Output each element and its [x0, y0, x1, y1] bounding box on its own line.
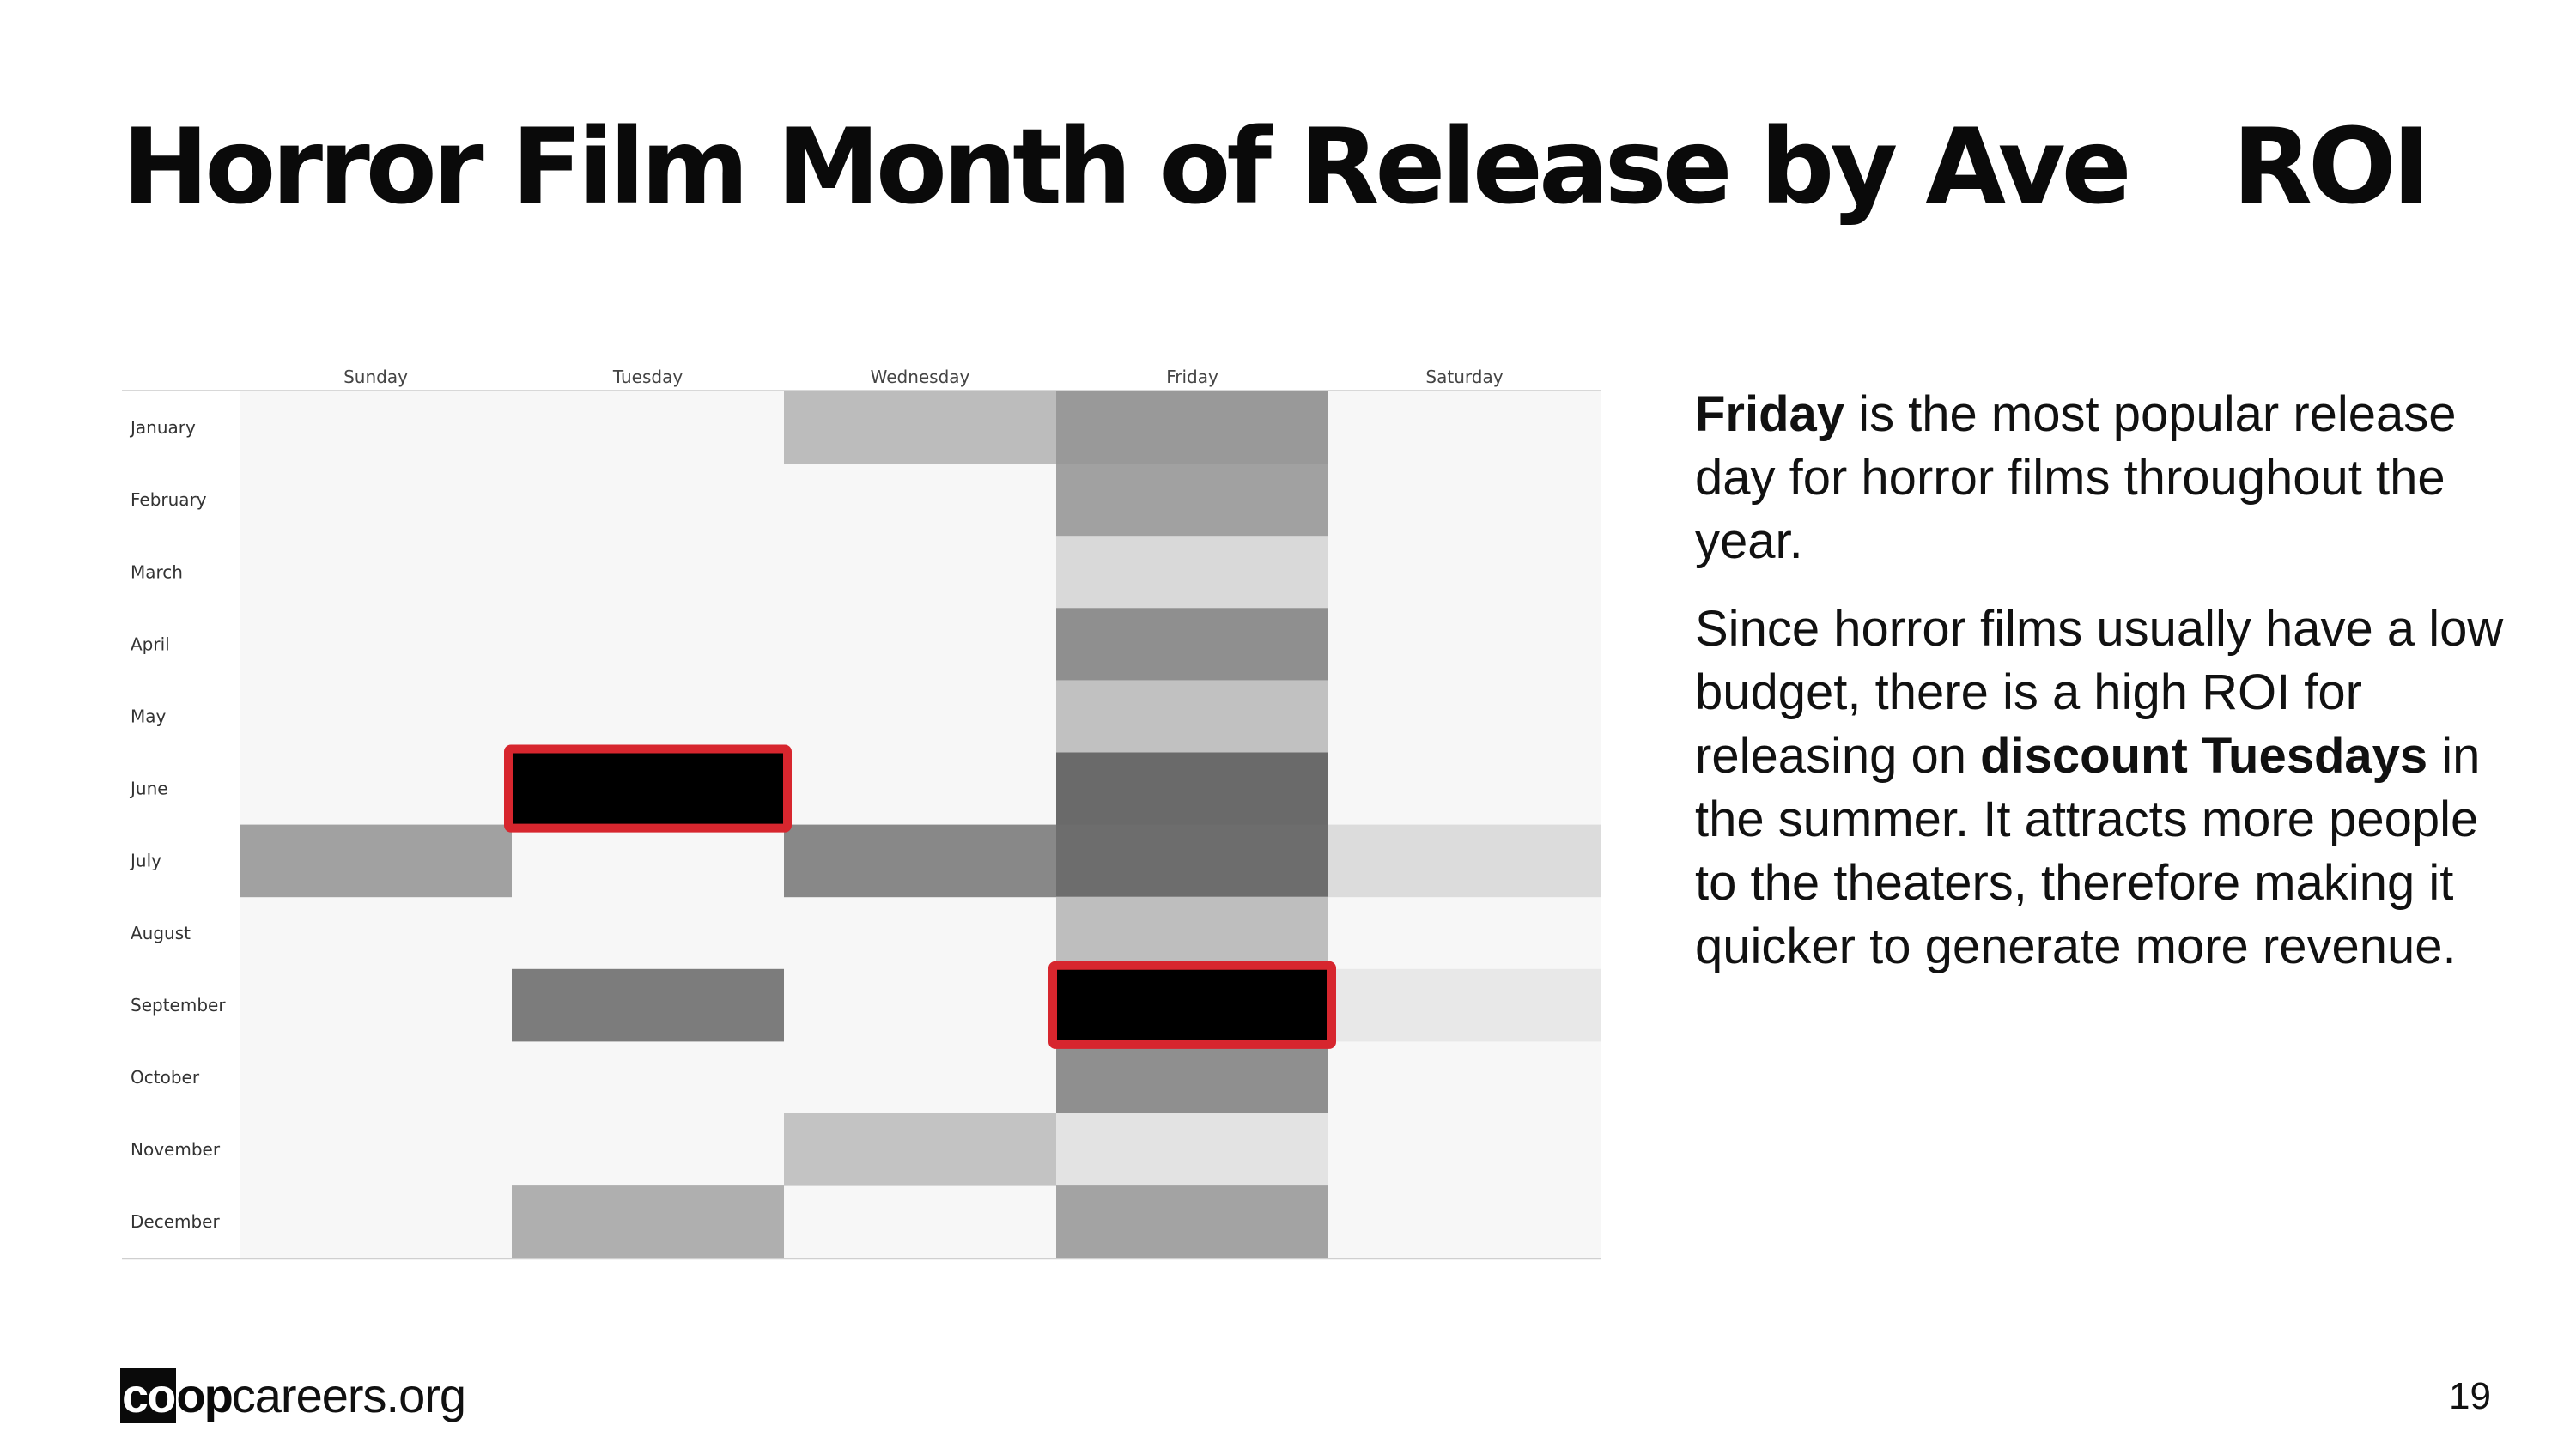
cell-june-friday [1056, 752, 1328, 826]
cell-september-friday [1056, 968, 1328, 1042]
cell-december-friday [1056, 1185, 1328, 1258]
column-label-saturday: Saturday [1425, 367, 1503, 387]
row-label-december: December [131, 1211, 220, 1232]
title-part-1: Horror Film Month of Release by Ave [122, 106, 2132, 227]
cell-july-sunday [240, 824, 512, 898]
cell-september-tuesday [512, 968, 784, 1042]
cell-october-friday [1056, 1040, 1328, 1114]
column-label-sunday: Sunday [343, 367, 408, 387]
axis-lines [122, 390, 1601, 1260]
slide-title: Horror Film Month of Release by Ave ROI [122, 105, 2431, 229]
logo-domain: careers.org [231, 1368, 466, 1422]
column-label-tuesday: Tuesday [612, 367, 683, 387]
column-label-friday: Friday [1166, 367, 1218, 387]
row-label-november: November [131, 1139, 221, 1160]
row-label-september: September [131, 995, 226, 1016]
cell-april-friday [1056, 608, 1328, 681]
coopcareers-logo: co op careers.org [120, 1368, 466, 1423]
row-label-february: February [131, 489, 207, 510]
cell-december-tuesday [512, 1185, 784, 1258]
row-label-july: July [129, 851, 161, 871]
row-label-march: March [131, 561, 183, 582]
commentary-panel: Friday is the most popular release day f… [1695, 383, 2519, 1003]
heatmap-cells [240, 391, 1601, 1258]
cell-june-tuesday [512, 752, 784, 826]
commentary-2-end: in the summer. It attracts more people t… [1695, 728, 2481, 974]
commentary-paragraph-1: Friday is the most popular release day f… [1695, 383, 2519, 573]
discount-tuesdays-emphasis: discount Tuesdays [1980, 728, 2428, 784]
row-label-january: January [129, 417, 196, 438]
cell-july-wednesday [784, 824, 1056, 898]
row-label-april: April [131, 634, 170, 654]
column-labels: Sunday Tuesday Wednesday Friday Saturday [343, 367, 1504, 387]
row-label-august: August [131, 923, 191, 943]
cell-may-friday [1056, 680, 1328, 753]
highlight-boxes [504, 744, 1336, 1049]
logo-op: op [176, 1368, 233, 1422]
cell-january-friday [1056, 391, 1328, 464]
cell-august-friday [1056, 896, 1328, 970]
title-part-2: ROI [2232, 106, 2431, 227]
cell-november-friday [1056, 1113, 1328, 1186]
cell-july-friday [1056, 824, 1328, 898]
page-number: 19 [2449, 1375, 2491, 1417]
cell-july-saturday [1328, 824, 1601, 898]
row-label-october: October [131, 1067, 200, 1088]
cell-march-friday [1056, 536, 1328, 609]
highlight-june-tuesday [504, 744, 792, 833]
commentary-1-text: is the most popular release day for horr… [1695, 386, 2457, 569]
row-label-june: June [129, 779, 168, 799]
cell-november-wednesday [784, 1113, 1056, 1186]
column-label-wednesday: Wednesday [871, 367, 970, 387]
logo-co-box: co [120, 1368, 176, 1423]
cell-january-wednesday [784, 391, 1056, 464]
friday-emphasis: Friday [1695, 386, 1845, 442]
highlight-september-friday [1048, 961, 1336, 1049]
cell-february-friday [1056, 464, 1328, 537]
cell-september-saturday [1328, 968, 1601, 1042]
row-label-may: May [131, 706, 167, 726]
row-labels: January February March April May June July Augu… [129, 417, 226, 1232]
commentary-paragraph-2: Since horror films usually have a low bu… [1695, 597, 2519, 979]
commentary-2-start: Since horror films usually have a low bu… [1695, 601, 2504, 784]
